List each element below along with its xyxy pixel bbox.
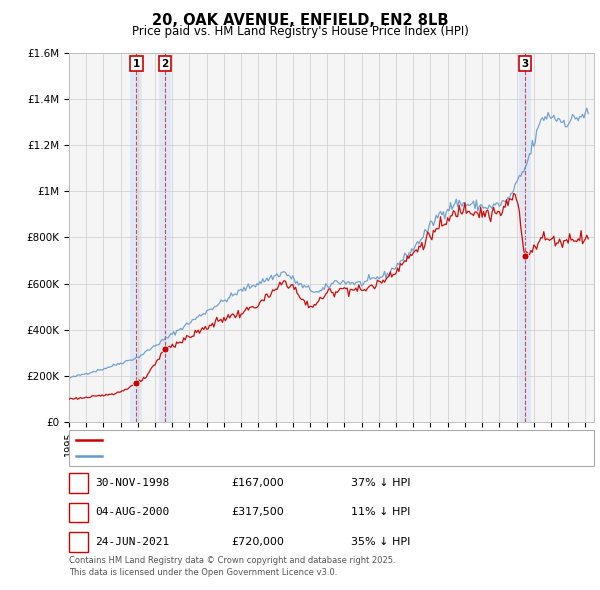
- Bar: [130, 53, 142, 422]
- Text: 20, OAK AVENUE, ENFIELD, EN2 8LB (detached house): 20, OAK AVENUE, ENFIELD, EN2 8LB (detach…: [105, 435, 387, 445]
- Text: Price paid vs. HM Land Registry's House Price Index (HPI): Price paid vs. HM Land Registry's House …: [131, 25, 469, 38]
- Text: 20, OAK AVENUE, ENFIELD, EN2 8LB: 20, OAK AVENUE, ENFIELD, EN2 8LB: [152, 13, 448, 28]
- Text: £317,500: £317,500: [231, 507, 284, 517]
- Text: 04-AUG-2000: 04-AUG-2000: [95, 507, 170, 517]
- Text: 24-JUN-2021: 24-JUN-2021: [95, 537, 170, 547]
- Text: 3: 3: [75, 537, 82, 547]
- Text: 3: 3: [521, 58, 529, 68]
- Text: Contains HM Land Registry data © Crown copyright and database right 2025.
This d: Contains HM Land Registry data © Crown c…: [69, 556, 395, 577]
- Text: 2: 2: [161, 58, 169, 68]
- Text: 35% ↓ HPI: 35% ↓ HPI: [351, 537, 410, 547]
- Text: 11% ↓ HPI: 11% ↓ HPI: [351, 507, 410, 517]
- Text: £167,000: £167,000: [231, 478, 284, 488]
- Bar: [519, 53, 531, 422]
- Text: 1: 1: [75, 478, 82, 488]
- Text: 30-NOV-1998: 30-NOV-1998: [95, 478, 170, 488]
- Text: HPI: Average price, detached house, Enfield: HPI: Average price, detached house, Enfi…: [105, 451, 334, 461]
- Text: 1: 1: [133, 58, 140, 68]
- Text: £720,000: £720,000: [231, 537, 284, 547]
- Text: 2: 2: [75, 507, 82, 517]
- Text: 37% ↓ HPI: 37% ↓ HPI: [351, 478, 410, 488]
- Bar: [159, 53, 171, 422]
